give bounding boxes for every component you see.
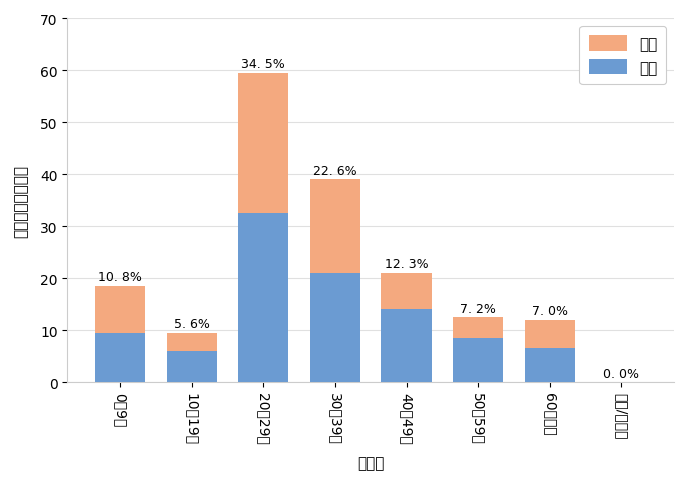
Text: 10. 8%: 10. 8% <box>98 271 142 284</box>
X-axis label: 年齢層: 年齢層 <box>357 455 385 470</box>
Bar <box>166 351 217 382</box>
Bar <box>95 287 145 333</box>
Bar <box>238 214 288 382</box>
Text: 0. 0%: 0. 0% <box>603 367 639 380</box>
Bar <box>453 318 503 338</box>
Bar <box>310 273 360 382</box>
Text: 12. 3%: 12. 3% <box>385 258 429 271</box>
Bar <box>95 333 145 382</box>
Text: 5. 6%: 5. 6% <box>173 318 210 331</box>
Bar <box>525 348 575 382</box>
Bar <box>166 333 217 351</box>
Y-axis label: 移動者数（千人）: 移動者数（千人） <box>14 165 29 237</box>
Bar <box>238 74 288 214</box>
Bar <box>453 338 503 382</box>
Bar <box>381 310 431 382</box>
Bar <box>310 180 360 273</box>
Bar <box>525 320 575 348</box>
Text: 34. 5%: 34. 5% <box>241 58 285 71</box>
Text: 7. 2%: 7. 2% <box>460 302 496 315</box>
Text: 22. 6%: 22. 6% <box>313 165 356 178</box>
Bar <box>381 273 431 310</box>
Text: 7. 0%: 7. 0% <box>532 304 568 318</box>
Legend: 女性, 男性: 女性, 男性 <box>579 27 667 85</box>
